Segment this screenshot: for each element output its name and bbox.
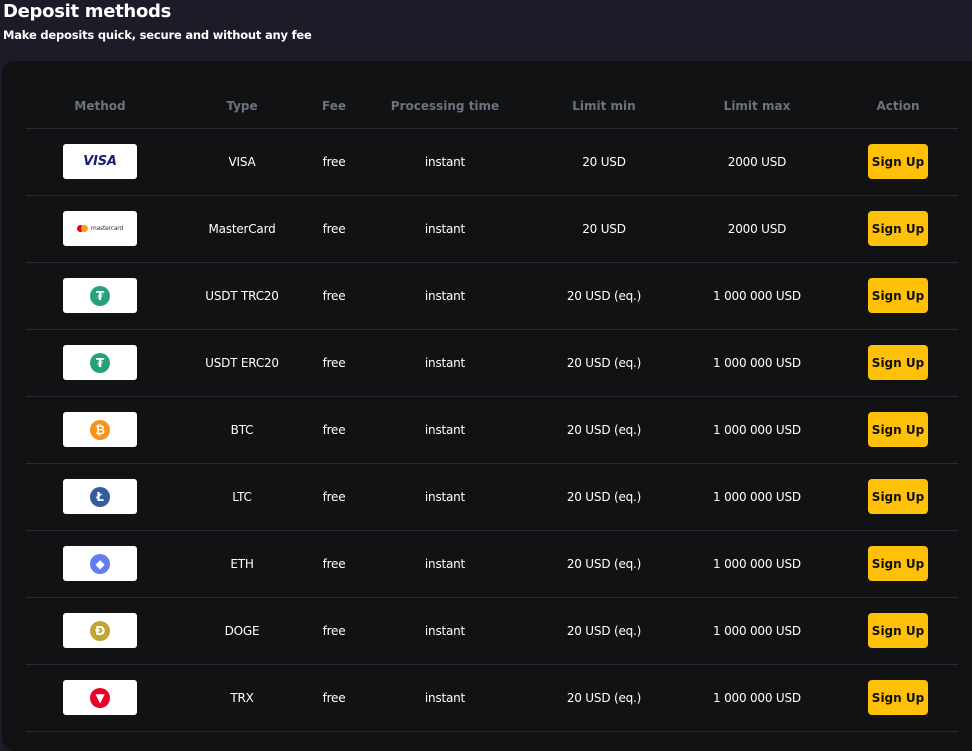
method-processing-time: instant [358, 329, 532, 397]
table-row: ▼ TRX free instant 20 USD (eq.) 1 000 00… [26, 664, 958, 732]
sign-up-button[interactable]: Sign Up [868, 345, 928, 380]
method-limit-min: 20 USD (eq.) [532, 463, 676, 531]
page-subtitle: Make deposits quick, secure and without … [3, 28, 312, 42]
method-fee: free [310, 530, 358, 598]
method-fee: free [310, 195, 358, 263]
col-limit-max: Limit max [676, 85, 838, 129]
method-processing-time: instant [358, 262, 532, 330]
tether-icon: ₮ [90, 352, 110, 373]
method-limit-min: 20 USD (eq.) [532, 530, 676, 598]
visa-logo: VISA [83, 154, 117, 169]
method-logo: mastercard [63, 211, 137, 246]
table-row: ₮ USDT TRC20 free instant 20 USD (eq.) 1… [26, 262, 958, 330]
method-logo: ◆ [63, 546, 137, 581]
bitcoin-icon: ₿ [90, 419, 110, 440]
method-type: MasterCard [174, 195, 310, 263]
method-fee: free [310, 664, 358, 732]
table-row: VISA VISA free instant 20 USD 2000 USD S… [26, 128, 958, 196]
method-limit-min: 20 USD (eq.) [532, 262, 676, 330]
table-row: Ł LTC free instant 20 USD (eq.) 1 000 00… [26, 463, 958, 531]
col-limit-min: Limit min [532, 85, 676, 129]
method-limit-max: 1 000 000 USD [676, 262, 838, 330]
ethereum-icon: ◆ [90, 553, 110, 574]
method-logo: ₮ [63, 278, 137, 313]
sign-up-button[interactable]: Sign Up [868, 144, 928, 179]
method-limit-max: 2000 USD [676, 195, 838, 263]
method-type: BTC [174, 396, 310, 464]
tron-icon: ▼ [90, 687, 110, 708]
method-limit-min: 20 USD (eq.) [532, 597, 676, 665]
method-limit-min: 20 USD [532, 128, 676, 196]
method-processing-time: instant [358, 664, 532, 732]
method-processing-time: instant [358, 597, 532, 665]
method-logo: Ð [63, 613, 137, 648]
method-processing-time: instant [358, 128, 532, 196]
method-fee: free [310, 396, 358, 464]
method-limit-max: 1 000 000 USD [676, 530, 838, 598]
method-type: USDT ERC20 [174, 329, 310, 397]
table-row: ₮ USDT ERC20 free instant 20 USD (eq.) 1… [26, 329, 958, 397]
page-title: Deposit methods [3, 1, 172, 22]
col-action: Action [838, 85, 958, 129]
col-fee: Fee [310, 85, 358, 129]
sign-up-button[interactable]: Sign Up [868, 479, 928, 514]
method-logo: ₮ [63, 345, 137, 380]
sign-up-button[interactable]: Sign Up [868, 680, 928, 715]
sign-up-button[interactable]: Sign Up [868, 278, 928, 313]
method-limit-max: 1 000 000 USD [676, 463, 838, 531]
method-type: LTC [174, 463, 310, 531]
method-limit-min: 20 USD (eq.) [532, 396, 676, 464]
method-limit-min: 20 USD [532, 195, 676, 263]
method-type: DOGE [174, 597, 310, 665]
deposit-methods-table: Method Type Fee Processing time Limit mi… [26, 85, 958, 732]
col-method: Method [26, 85, 174, 129]
method-limit-min: 20 USD (eq.) [532, 329, 676, 397]
deposit-methods-card: Method Type Fee Processing time Limit mi… [2, 61, 972, 751]
method-processing-time: instant [358, 396, 532, 464]
col-processing: Processing time [358, 85, 532, 129]
method-limit-max: 1 000 000 USD [676, 597, 838, 665]
method-fee: free [310, 329, 358, 397]
table-row: ◆ ETH free instant 20 USD (eq.) 1 000 00… [26, 530, 958, 598]
method-processing-time: instant [358, 530, 532, 598]
method-type: ETH [174, 530, 310, 598]
method-limit-max: 1 000 000 USD [676, 329, 838, 397]
table-row: ₿ BTC free instant 20 USD (eq.) 1 000 00… [26, 396, 958, 464]
method-type: USDT TRC20 [174, 262, 310, 330]
method-processing-time: instant [358, 195, 532, 263]
sign-up-button[interactable]: Sign Up [868, 546, 928, 581]
method-limit-max: 1 000 000 USD [676, 396, 838, 464]
mastercard-logo: mastercard [76, 225, 123, 232]
table-row: mastercard MasterCard free instant 20 US… [26, 195, 958, 263]
sign-up-button[interactable]: Sign Up [868, 211, 928, 246]
method-logo: ▼ [63, 680, 137, 715]
method-logo: ₿ [63, 412, 137, 447]
method-type: TRX [174, 664, 310, 732]
sign-up-button[interactable]: Sign Up [868, 613, 928, 648]
table-row: Ð DOGE free instant 20 USD (eq.) 1 000 0… [26, 597, 958, 665]
method-fee: free [310, 597, 358, 665]
method-limit-max: 2000 USD [676, 128, 838, 196]
tether-icon: ₮ [90, 285, 110, 306]
method-logo: VISA [63, 144, 137, 179]
method-processing-time: instant [358, 463, 532, 531]
dogecoin-icon: Ð [90, 620, 110, 641]
method-limit-min: 20 USD (eq.) [532, 664, 676, 732]
method-limit-max: 1 000 000 USD [676, 664, 838, 732]
method-fee: free [310, 128, 358, 196]
method-logo: Ł [63, 479, 137, 514]
table-header: Method Type Fee Processing time Limit mi… [26, 85, 958, 129]
method-type: VISA [174, 128, 310, 196]
method-fee: free [310, 463, 358, 531]
col-type: Type [174, 85, 310, 129]
litecoin-icon: Ł [90, 486, 110, 507]
sign-up-button[interactable]: Sign Up [868, 412, 928, 447]
method-fee: free [310, 262, 358, 330]
